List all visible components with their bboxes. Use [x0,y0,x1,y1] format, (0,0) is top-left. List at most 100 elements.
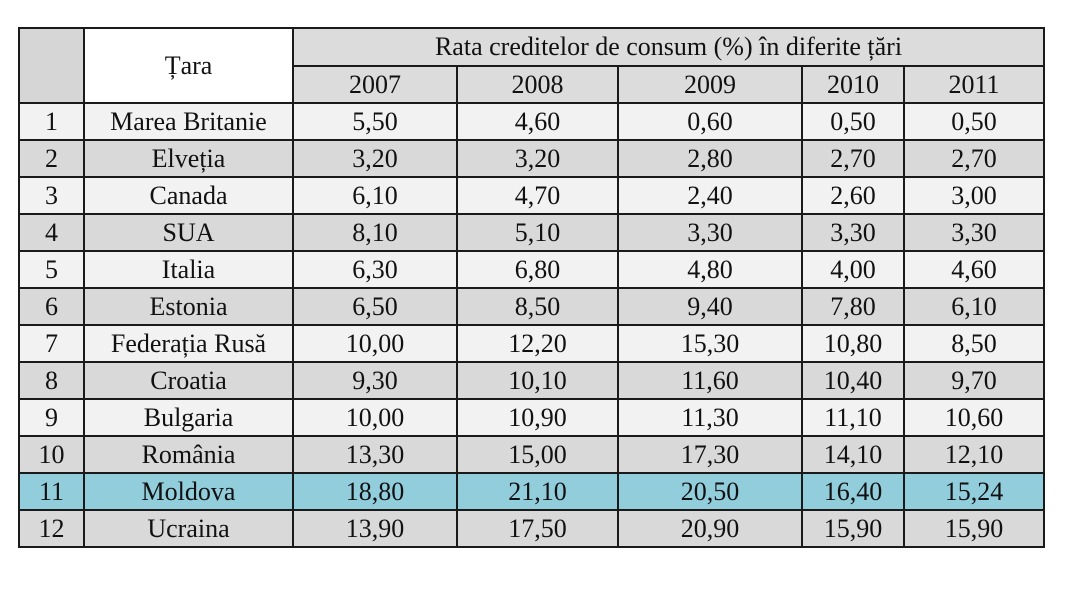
country-cell: Elveția [83,139,294,178]
table-row: 11 Moldova 18,80 21,10 20,50 16,40 15,24 [18,472,1046,511]
rate-value-cell: 10,00 [292,398,458,437]
rate-value-cell: 20,90 [617,509,803,548]
rate-value-cell: 17,30 [617,435,803,474]
rate-value-cell: 21,10 [456,472,619,511]
table-row: 12 Ucraina 13,90 17,50 20,90 15,90 15,90 [18,509,1046,548]
rate-value-cell: 10,90 [456,398,619,437]
rate-value-cell: 0,50 [902,102,1046,141]
rate-value-cell: 11,60 [617,361,803,400]
row-number-cell: 2 [18,139,85,178]
country-cell: Croatia [83,361,294,400]
rate-value-cell: 0,50 [801,102,905,141]
rate-value-cell: 18,80 [292,472,458,511]
rate-value-cell: 6,10 [292,176,458,215]
rate-value-cell: 17,50 [456,509,619,548]
rate-value-cell: 7,80 [801,287,905,326]
rate-value-cell: 2,60 [801,176,905,215]
rate-value-cell: 4,60 [902,250,1046,289]
rate-value-cell: 11,30 [617,398,803,437]
row-number-cell: 11 [18,472,85,511]
rate-value-cell: 10,60 [902,398,1046,437]
rate-value-cell: 6,30 [292,250,458,289]
row-number-cell: 8 [18,361,85,400]
table-row: 7 Federația Rusă 10,00 12,20 15,30 10,80 8,50 [18,324,1046,363]
country-cell: Canada [83,176,294,215]
country-cell: Ucraina [83,509,294,548]
rate-value-cell: 13,90 [292,509,458,548]
rate-value-cell: 9,70 [902,361,1046,400]
rate-value-cell: 3,30 [801,213,905,252]
table-row: 4 SUA 8,10 5,10 3,30 3,30 3,30 [18,213,1046,252]
rate-value-cell: 6,10 [902,287,1046,326]
rate-value-cell: 10,00 [292,324,458,363]
table-row: 9 Bulgaria 10,00 10,90 11,30 11,10 10,60 [18,398,1046,437]
table-row: 8 Croatia 9,30 10,10 11,60 10,40 9,70 [18,361,1046,400]
rate-value-cell: 8,50 [902,324,1046,363]
rate-value-cell: 20,50 [617,472,803,511]
rate-value-cell: 2,70 [902,139,1046,178]
rate-value-cell: 9,40 [617,287,803,326]
rate-value-cell: 3,30 [902,213,1046,252]
country-cell: România [83,435,294,474]
consumer-credit-rates-table: Țara Rata creditelor de consum (%) în di… [18,27,1046,548]
rate-value-cell: 10,40 [801,361,905,400]
rate-value-cell: 4,00 [801,250,905,289]
rate-value-cell: 12,20 [456,324,619,363]
rate-value-cell: 14,10 [801,435,905,474]
rate-value-cell: 15,00 [456,435,619,474]
rate-value-cell: 5,50 [292,102,458,141]
country-cell: Marea Britanie [83,102,294,141]
country-cell: Federația Rusă [83,324,294,363]
rate-value-cell: 15,30 [617,324,803,363]
rate-value-cell: 10,80 [801,324,905,363]
rate-value-cell: 10,10 [456,361,619,400]
year-header: 2011 [902,65,1046,104]
country-cell: Moldova [83,472,294,511]
year-header: 2007 [292,65,458,104]
rate-value-cell: 4,80 [617,250,803,289]
year-header: 2009 [617,65,803,104]
rate-value-cell: 5,10 [456,213,619,252]
row-number-cell: 4 [18,213,85,252]
header-row-years: 2007 2008 2009 2010 2011 [19,65,1046,104]
rate-value-cell: 3,30 [617,213,803,252]
table-row: 10 România 13,30 15,00 17,30 14,10 12,10 [18,435,1046,474]
table-row: 5 Italia 6,30 6,80 4,80 4,00 4,60 [18,250,1046,289]
rate-value-cell: 11,10 [801,398,905,437]
rate-value-cell: 4,70 [456,176,619,215]
rate-value-cell: 2,40 [617,176,803,215]
rate-group-header: Rata creditelor de consum (%) în diferit… [291,27,1046,67]
table-body: 1 Marea Britanie 5,50 4,60 0,60 0,50 0,50 2 Elve… [18,102,1046,548]
header-row-group: Țara Rata creditelor de consum (%) în di… [18,27,1046,104]
country-cell: Italia [83,250,294,289]
rate-value-cell: 15,90 [902,509,1046,548]
rate-value-cell: 15,90 [801,509,905,548]
rate-value-cell: 3,00 [902,176,1046,215]
rate-value-cell: 2,80 [617,139,803,178]
country-cell: Estonia [83,287,294,326]
rate-value-cell: 6,50 [292,287,458,326]
rate-value-cell: 16,40 [801,472,905,511]
rate-value-cell: 3,20 [292,139,458,178]
rate-value-cell: 9,30 [292,361,458,400]
table-row: 2 Elveția 3,20 3,20 2,80 2,70 2,70 [18,139,1046,178]
row-number-cell: 1 [18,102,85,141]
country-cell: Bulgaria [83,398,294,437]
table-row: 3 Canada 6,10 4,70 2,40 2,60 3,00 [18,176,1046,215]
row-number-header [18,27,85,104]
country-column-header: Țara [83,27,294,104]
row-number-cell: 12 [18,509,85,548]
row-number-cell: 10 [18,435,85,474]
rate-value-cell: 8,50 [456,287,619,326]
table-row: 1 Marea Britanie 5,50 4,60 0,60 0,50 0,50 [18,102,1046,141]
year-header: 2010 [801,65,905,104]
rate-value-cell: 0,60 [617,102,803,141]
row-number-cell: 7 [18,324,85,363]
country-cell: SUA [83,213,294,252]
rate-value-cell: 8,10 [292,213,458,252]
row-number-cell: 5 [18,250,85,289]
row-number-cell: 6 [18,287,85,326]
year-header: 2008 [456,65,619,104]
rate-value-cell: 13,30 [292,435,458,474]
rate-value-cell: 15,24 [902,472,1046,511]
